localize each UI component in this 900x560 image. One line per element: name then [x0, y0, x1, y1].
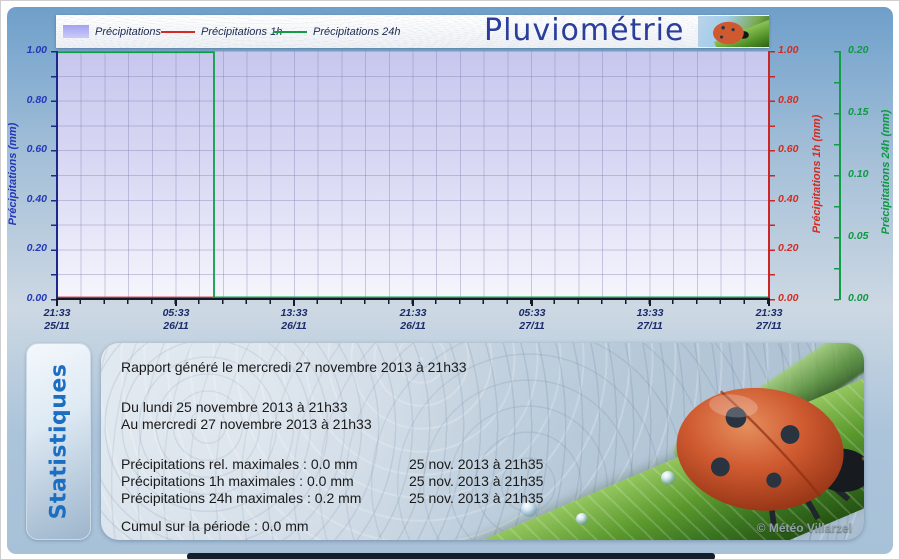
y-tick: 0.40	[778, 193, 799, 205]
max-precip-24h-row: Précipitations 24h maximales : 0.2 mm 25…	[121, 490, 544, 506]
legend-label: Précipitations 24h	[313, 25, 401, 38]
series-plot	[57, 51, 769, 299]
y-tick: 0.05	[848, 230, 869, 242]
header-banner: Précipitations Précipitations 1h Précipi…	[56, 13, 769, 48]
y-tick: 1.00	[778, 44, 799, 56]
y-tick: 0.00	[26, 292, 47, 304]
y-tick: 0.40	[26, 193, 47, 205]
dew-drop	[576, 513, 588, 525]
tick-mark	[649, 300, 651, 306]
y-tick: 0.20	[848, 44, 869, 56]
far-right-axis-title: Précipitations 24h (mm)	[880, 109, 892, 235]
right-axis-ticks	[770, 51, 775, 301]
y-tick: 0.60	[778, 143, 799, 155]
legend-item-precipitations-24h: Précipitations 24h	[273, 15, 400, 48]
red-line-icon	[161, 30, 195, 33]
max-precip-row: Précipitations rel. maximales : 0.0 mm 2…	[121, 456, 544, 472]
period-from-line: Du lundi 25 novembre 2013 à 21h33	[121, 399, 348, 415]
dew-drop	[521, 501, 537, 517]
tick-mark	[531, 300, 533, 306]
right-axis-title: Précipitations 1h (mm)	[811, 114, 823, 234]
y-tick: 0.20	[778, 242, 799, 254]
x-axis-line	[56, 298, 770, 300]
legend-label: Précipitations 1h	[201, 25, 283, 38]
x-tick: 21:33 27/11	[734, 300, 804, 332]
max-precip-date: 25 nov. 2013 à 21h35	[409, 456, 544, 472]
cumul-line: Cumul sur la période : 0.0 mm	[121, 518, 309, 534]
statistics-sidebar-label: Statistiques	[46, 363, 71, 520]
tick-mark	[768, 300, 770, 306]
period-to-line: Au mercredi 27 novembre 2013 à 21h33	[121, 416, 372, 432]
x-tick: 21:33 25/11	[22, 300, 92, 332]
bottom-bar	[187, 553, 715, 559]
y-tick: 0.20	[26, 242, 47, 254]
y-tick: 0.10	[848, 168, 869, 180]
x-tick: 13:33 27/11	[615, 300, 685, 332]
page-title: Pluviométrie	[484, 13, 685, 48]
x-tick: 21:33 26/11	[378, 300, 448, 332]
plot-area	[57, 51, 769, 299]
x-tick: 05:33 26/11	[141, 300, 211, 332]
y-tick: 0.80	[778, 94, 799, 106]
dew-drop	[661, 471, 675, 485]
x-tick: 05:33 27/11	[497, 300, 567, 332]
y-tick: 0.00	[848, 292, 869, 304]
max-precip-1h-row: Précipitations 1h maximales : 0.0 mm 25 …	[121, 473, 544, 489]
tick-mark	[175, 300, 177, 306]
left-axis-ticks	[51, 51, 56, 301]
far-right-axis-line	[839, 51, 841, 300]
y-tick: 0.00	[778, 292, 799, 304]
y-tick: 1.00	[26, 44, 47, 56]
ladybug-icon	[712, 21, 749, 45]
precipitations-swatch-icon	[63, 25, 89, 38]
precipitations-24h-series-line	[57, 51, 769, 299]
statistics-text: Rapport généré le mercredi 27 novembre 2…	[121, 359, 681, 535]
max-precip-24h-date: 25 nov. 2013 à 21h35	[409, 490, 544, 506]
statistics-panel: © Météo Villarzel	[101, 343, 864, 540]
max-precip-1h-date: 25 nov. 2013 à 21h35	[409, 473, 544, 489]
ladybug-thumbnail	[698, 16, 769, 47]
legend-label: Précipitations	[95, 25, 162, 38]
green-line-icon	[273, 30, 307, 33]
ladybug-image	[676, 387, 864, 526]
left-axis-line	[56, 51, 58, 300]
report-generated-line: Rapport généré le mercredi 27 novembre 2…	[121, 359, 467, 375]
x-tick: 13:33 26/11	[259, 300, 329, 332]
right-axis-line	[768, 51, 770, 300]
tick-mark	[56, 300, 58, 306]
y-tick: 0.15	[848, 106, 869, 118]
far-right-axis-ticks	[834, 51, 839, 301]
left-axis-title: Précipitations (mm)	[7, 122, 19, 226]
tick-mark	[293, 300, 295, 306]
copyright-text: © Météo Villarzel	[756, 521, 852, 535]
tick-mark	[412, 300, 414, 306]
y-tick: 0.80	[26, 94, 47, 106]
y-tick: 0.60	[26, 143, 47, 155]
legend-item-precipitations: Précipitations	[63, 15, 161, 48]
statistics-sidebar: Statistiques	[26, 343, 91, 540]
legend-item-precipitations-1h: Précipitations 1h	[161, 15, 282, 48]
